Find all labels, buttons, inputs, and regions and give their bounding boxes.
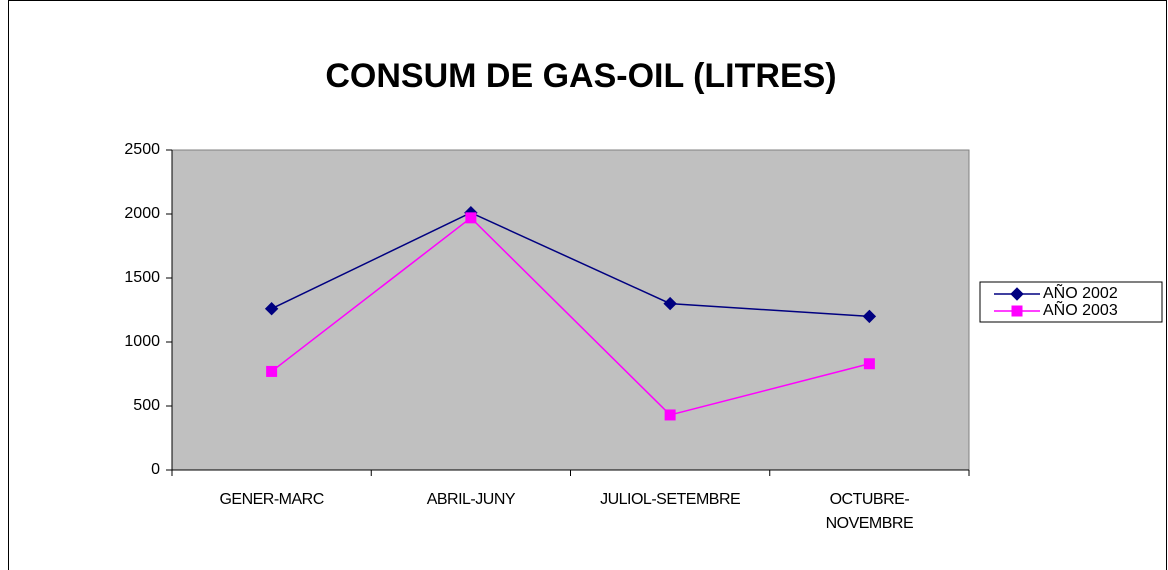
y-tick-label: 0 — [151, 461, 160, 478]
x-tick-label: GENER-MARC — [219, 491, 323, 508]
y-tick-label: 2000 — [124, 205, 160, 222]
data-point — [266, 365, 278, 377]
data-point — [663, 296, 677, 311]
series-line — [271, 211, 870, 318]
chart-title: CONSUM DE GAS-OIL (LITRES) — [325, 57, 836, 95]
data-point — [465, 212, 477, 224]
plot-area — [171, 149, 970, 471]
legend-marker — [1010, 287, 1024, 301]
data-point — [863, 358, 875, 370]
x-tick-label: JULIOL-SETEMBRE — [600, 491, 740, 508]
legend-label: AÑO 2003 — [1043, 299, 1118, 319]
x-tick-label: ABRIL-JUNY — [427, 491, 516, 508]
data-point — [664, 409, 676, 421]
series-line — [271, 216, 870, 416]
legend-box — [979, 281, 1163, 323]
y-tick-label: 500 — [133, 397, 160, 414]
x-tick-label: OCTUBRE-NOVEMBRE — [826, 491, 914, 532]
data-point — [264, 302, 279, 316]
legend-marker — [1011, 305, 1023, 317]
legend-label: AÑO 2002 — [1043, 282, 1118, 302]
y-tick-label: 1000 — [124, 333, 160, 350]
y-tick-label: 2500 — [124, 141, 160, 158]
y-tick-label: 1500 — [124, 269, 160, 286]
data-point — [862, 309, 877, 324]
